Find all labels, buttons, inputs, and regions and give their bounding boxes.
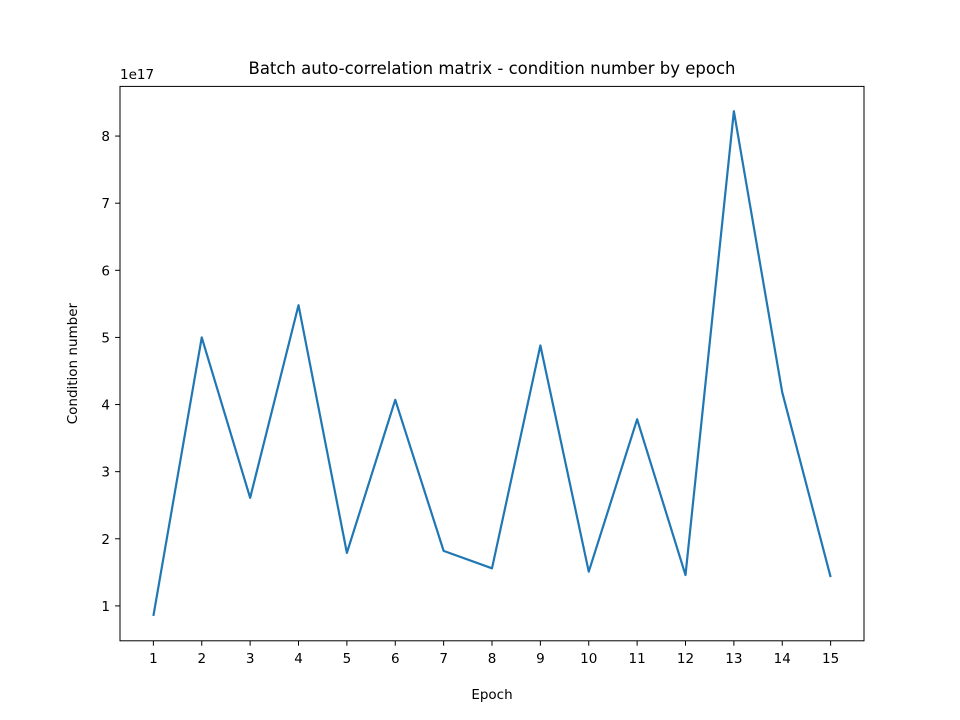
x-tick-label: 7 (439, 651, 448, 667)
x-tick-label: 2 (197, 651, 206, 667)
x-tick-label: 9 (536, 651, 545, 667)
y-tick-label: 7 (101, 196, 110, 212)
y-tick-label: 5 (101, 330, 110, 346)
x-tick-label: 10 (580, 651, 597, 667)
y-scale-label: 1e17 (120, 67, 154, 83)
y-tick-label: 8 (101, 129, 110, 145)
x-tick-label: 13 (725, 651, 742, 667)
x-tick-label: 6 (391, 651, 400, 667)
x-axis-label: Epoch (471, 687, 512, 703)
x-tick-label: 11 (629, 651, 646, 667)
chart-title: Batch auto-correlation matrix - conditio… (249, 59, 736, 78)
x-tick-label: 3 (246, 651, 255, 667)
series-layer (152, 110, 832, 617)
y-axis-label: Condition number (65, 302, 81, 424)
y-tick-label: 4 (101, 398, 110, 414)
x-tick-label: 1 (149, 651, 158, 667)
x-tick-label: 8 (488, 651, 497, 667)
x-tick-label: 14 (774, 651, 791, 667)
x-tick-label: 12 (677, 651, 694, 667)
series-line-0 (152, 110, 832, 617)
y-axis-ticks: 1 2 3 4 5 6 7 8 (101, 129, 120, 615)
x-tick-label: 15 (822, 651, 839, 667)
x-tick-label: 5 (343, 651, 352, 667)
y-tick-label: 3 (101, 465, 110, 481)
plot-background (120, 86, 864, 641)
x-tick-label: 4 (294, 651, 303, 667)
y-tick-label: 2 (101, 532, 110, 548)
y-tick-label: 6 (101, 263, 110, 279)
y-tick-label: 1 (101, 599, 110, 615)
x-axis-ticks: 1 2 3 4 5 6 7 8 9 10 11 12 13 14 15 (149, 640, 839, 667)
